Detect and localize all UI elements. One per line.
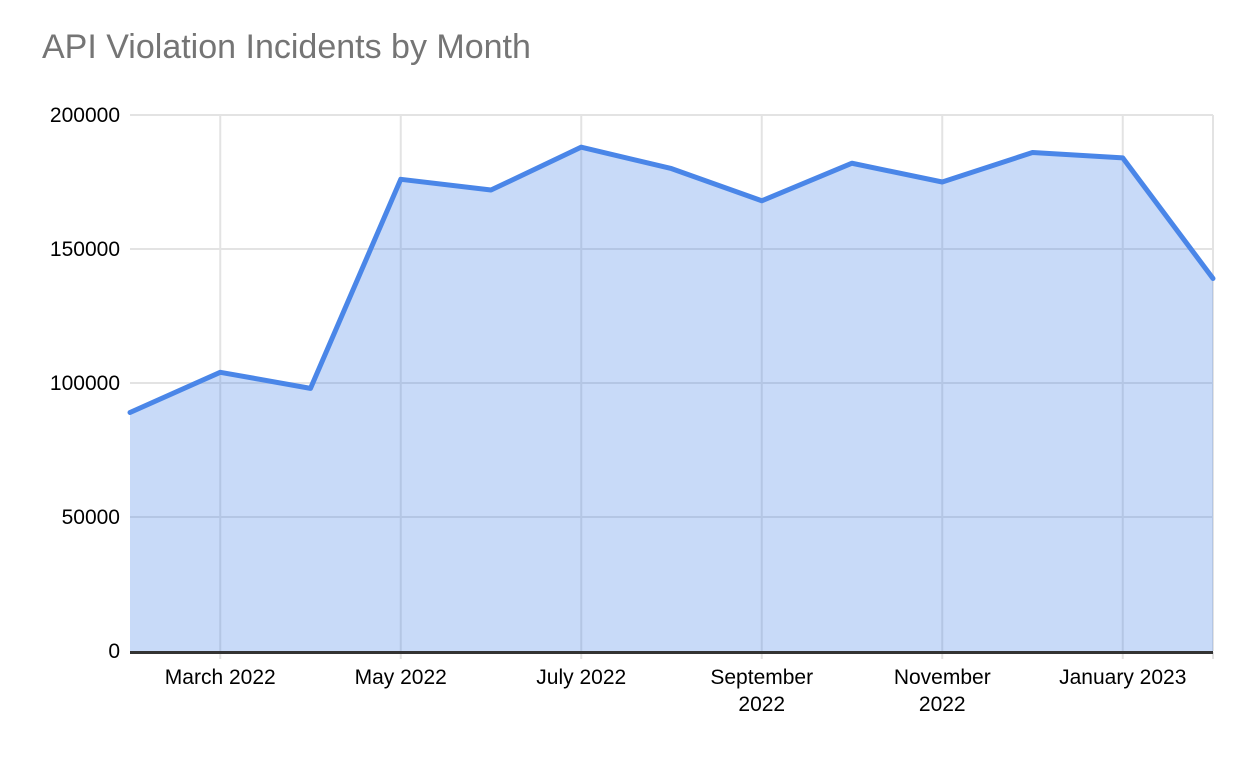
x-tick-label: 2022: [738, 693, 785, 716]
chart-title: API Violation Incidents by Month: [42, 28, 531, 66]
x-tick-label: September: [710, 666, 813, 689]
x-tick-label: March 2022: [165, 666, 276, 689]
series-line: [127, 144, 1216, 415]
y-tick-label: 150000: [50, 238, 120, 261]
y-tick-label: 200000: [50, 104, 120, 127]
x-tick-label: July 2022: [536, 666, 626, 689]
x-tick-label: January 2023: [1059, 666, 1186, 689]
x-tick-label: November: [894, 666, 991, 689]
x-tick-label: 2022: [919, 693, 966, 716]
x-tick-label: May 2022: [355, 666, 447, 689]
y-tick-label: 100000: [50, 372, 120, 395]
area-fill: [130, 147, 1213, 651]
y-tick-label: 0: [108, 640, 120, 663]
y-tick-label: 50000: [62, 506, 120, 529]
